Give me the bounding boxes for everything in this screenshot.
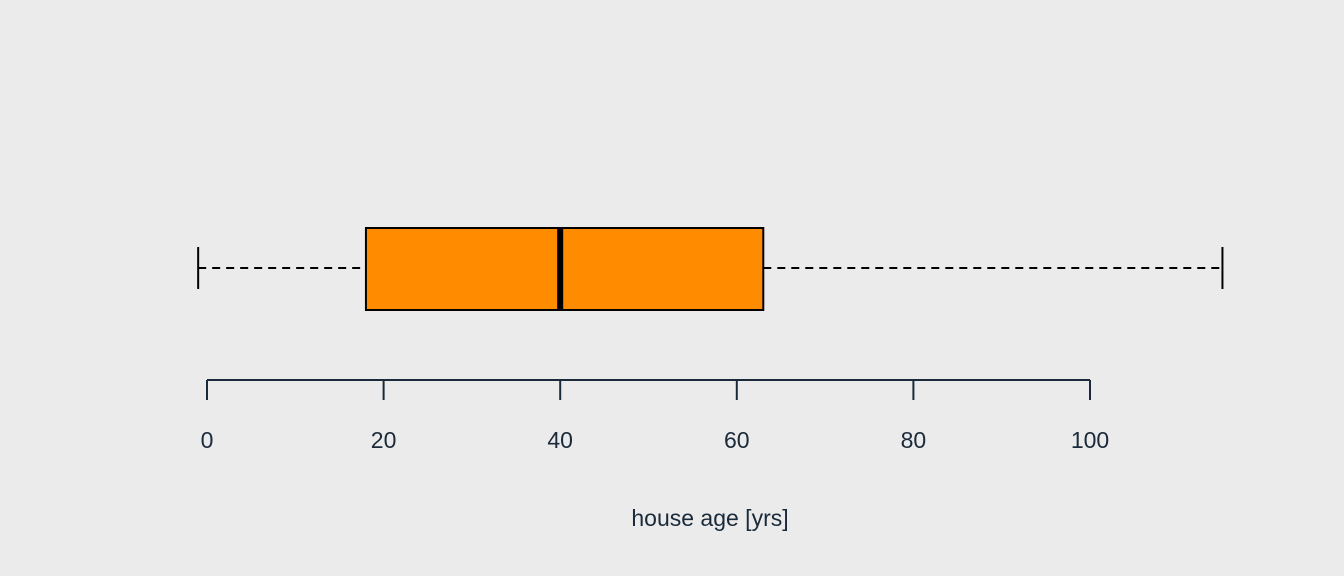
x-axis-title: house age [yrs] (631, 505, 788, 531)
x-tick-label-0: 0 (201, 427, 214, 453)
x-tick-label-100: 100 (1071, 427, 1109, 453)
x-axis: 0 20 40 60 80 100 (201, 379, 1109, 453)
x-tick-label-80: 80 (901, 427, 927, 453)
x-tick-label-40: 40 (547, 427, 573, 453)
x-tick-label-20: 20 (371, 427, 397, 453)
box-group (197, 227, 1224, 311)
iqr-box (364, 227, 765, 311)
x-tick-label-60: 60 (724, 427, 750, 453)
